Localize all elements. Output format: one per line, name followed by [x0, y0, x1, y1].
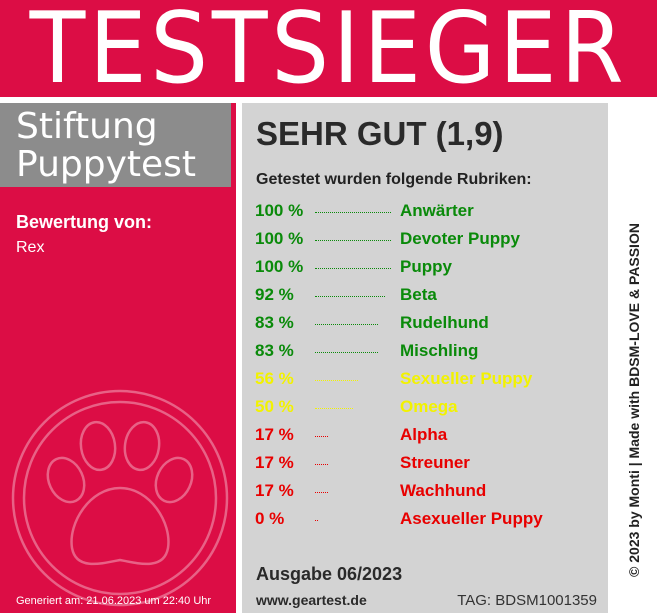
- category-name: Rudelhund: [400, 313, 489, 332]
- left-panel: Stiftung Puppytest Bewertung von: Rex Ge…: [0, 103, 236, 613]
- category-row: 100 % Anwärter: [255, 199, 605, 227]
- category-percent: 92 %: [255, 285, 294, 304]
- categories-subtitle: Getestet wurden folgende Rubriken:: [256, 171, 532, 188]
- category-percent: 56 %: [255, 369, 294, 388]
- result-panel: SEHR GUT (1,9) Getestet wurden folgende …: [242, 103, 608, 613]
- category-name: Beta: [400, 285, 437, 304]
- brand-line-1: Stiftung: [16, 106, 158, 147]
- category-level-dots: [315, 520, 318, 521]
- category-percent: 0 %: [255, 509, 285, 528]
- category-level-dots: [315, 352, 378, 353]
- category-percent: 17 %: [255, 425, 294, 444]
- category-level-dots: [315, 464, 328, 465]
- category-name: Anwärter: [400, 201, 474, 220]
- category-row: 100 % Devoter Puppy: [255, 227, 605, 255]
- category-level-dots: [315, 324, 378, 325]
- website-label: www.geartest.de: [256, 592, 367, 608]
- category-level-dots: [315, 212, 391, 213]
- category-row: 92 % Beta: [255, 283, 605, 311]
- category-percent: 50 %: [255, 397, 294, 416]
- category-level-dots: [315, 408, 353, 409]
- category-row: 50 % Omega: [255, 395, 605, 423]
- category-name: Devoter Puppy: [400, 229, 520, 248]
- category-row: 17 % Wachhund: [255, 479, 605, 507]
- category-percent: 17 %: [255, 481, 294, 500]
- category-percent: 83 %: [255, 313, 294, 332]
- rating-label: Bewertung von:: [16, 212, 153, 232]
- category-level-dots: [315, 380, 358, 381]
- top-banner: TESTSIEGER: [0, 0, 657, 104]
- category-percent: 17 %: [255, 453, 294, 472]
- tag-label: TAG: BDSM1001359: [457, 592, 597, 609]
- category-name: Wachhund: [400, 481, 487, 500]
- category-level-dots: [315, 296, 385, 297]
- brand-line-2: Puppytest: [16, 144, 197, 185]
- copyright-side-text: © 2023 by Monti | Made with BDSM-LOVE & …: [626, 223, 642, 577]
- category-name: Alpha: [400, 425, 448, 444]
- category-row: 17 % Streuner: [255, 451, 605, 479]
- issue-label: Ausgabe 06/2023: [256, 564, 403, 584]
- seal-title: TESTSIEGER: [29, 0, 628, 106]
- generated-timestamp: Generiert am: 21.06.2023 um 22:40 Uhr: [16, 595, 212, 607]
- category-name: Puppy: [400, 257, 452, 276]
- category-percent: 100 %: [255, 257, 304, 276]
- category-percent: 100 %: [255, 201, 304, 220]
- category-level-dots: [315, 436, 328, 437]
- category-row: 0 % Asexueller Puppy: [255, 507, 605, 535]
- category-level-dots: [315, 240, 391, 241]
- paw-icon: [11, 389, 229, 607]
- category-row: 83 % Rudelhund: [255, 311, 605, 339]
- category-row: 100 % Puppy: [255, 255, 605, 283]
- category-name: Sexueller Puppy: [400, 369, 533, 388]
- category-percent: 83 %: [255, 341, 294, 360]
- category-row: 83 % Mischling: [255, 339, 605, 367]
- brand-box: Stiftung Puppytest: [0, 103, 231, 187]
- category-level-dots: [315, 268, 391, 269]
- category-name: Asexueller Puppy: [400, 509, 543, 528]
- grade-heading: SEHR GUT (1,9): [256, 115, 504, 152]
- category-name: Mischling: [400, 341, 479, 360]
- rating-value: Rex: [16, 239, 45, 256]
- category-list: 100 % Anwärter 100 % Devoter Puppy 100 % Pupp…: [255, 199, 605, 535]
- category-percent: 100 %: [255, 229, 304, 248]
- category-row: 17 % Alpha: [255, 423, 605, 451]
- category-name: Streuner: [400, 453, 470, 472]
- category-level-dots: [315, 492, 328, 493]
- category-name: Omega: [400, 397, 458, 416]
- category-row: 56 % Sexueller Puppy: [255, 367, 605, 395]
